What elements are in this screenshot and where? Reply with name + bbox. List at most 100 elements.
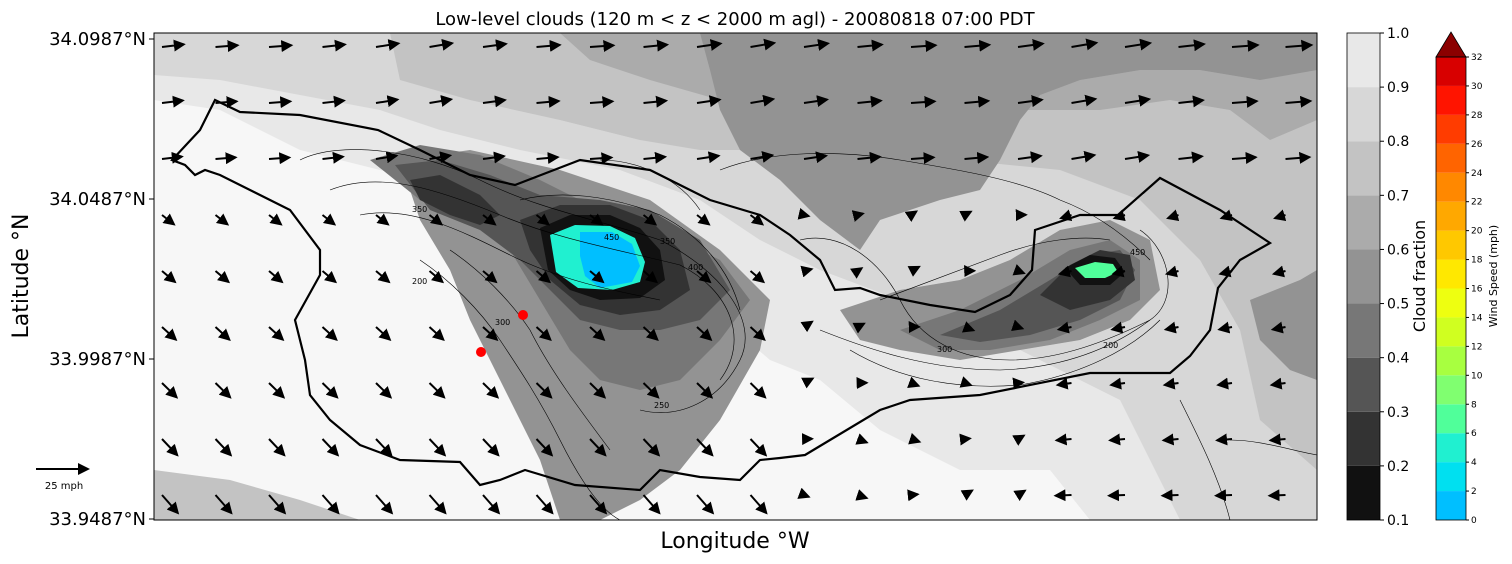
wind-arrow bbox=[428, 382, 446, 399]
wind-arrow bbox=[749, 326, 766, 341]
wind-speed-tick-label: 22 bbox=[1471, 198, 1482, 208]
wind-arrow bbox=[161, 494, 180, 515]
wind-arrow bbox=[1017, 151, 1043, 164]
wind-arrow bbox=[1012, 377, 1026, 390]
wind-arrow bbox=[643, 95, 669, 108]
wind-arrow bbox=[1056, 321, 1072, 334]
wind-arrow bbox=[1071, 150, 1097, 163]
wind-arrow bbox=[1124, 150, 1151, 163]
wind-arrow bbox=[589, 382, 607, 399]
wind-arrow bbox=[214, 213, 230, 226]
cloud-fraction-swatch bbox=[1347, 87, 1380, 142]
wind-arrow bbox=[749, 494, 768, 515]
wind-arrow bbox=[428, 438, 447, 457]
contour-label: 450 bbox=[1130, 248, 1145, 257]
wind-speed-swatch bbox=[1436, 259, 1466, 289]
wind-arrow bbox=[696, 494, 715, 515]
wind-arrow bbox=[749, 382, 767, 399]
wind-speed-tick-label: 8 bbox=[1471, 400, 1477, 410]
wind-speed-tick-label: 30 bbox=[1471, 82, 1483, 92]
map-frame bbox=[153, 32, 1318, 521]
wind-arrow bbox=[375, 494, 394, 515]
wind-arrow bbox=[214, 326, 231, 341]
wind-speed-extend-triangle bbox=[1435, 31, 1467, 58]
wind-arrow bbox=[803, 95, 830, 107]
wind-arrow bbox=[535, 382, 553, 399]
wind-arrow bbox=[1219, 209, 1233, 222]
wind-arrow bbox=[1013, 489, 1027, 502]
wind-arrow bbox=[907, 489, 920, 502]
wind-arrow bbox=[1214, 489, 1233, 502]
contour-line bbox=[329, 181, 735, 381]
wind-arrow bbox=[482, 382, 500, 399]
cloud-fill-0.5 bbox=[700, 33, 1317, 250]
wind-speed-swatch bbox=[1436, 288, 1466, 318]
wind-arrow bbox=[535, 326, 552, 341]
wind-speed-swatch bbox=[1436, 143, 1466, 173]
contour-label: 450 bbox=[604, 233, 619, 242]
wind-arrow bbox=[800, 265, 814, 278]
wind-speed-swatch bbox=[1436, 491, 1466, 520]
wind-arrow bbox=[482, 213, 497, 226]
wind-arrow bbox=[1111, 265, 1126, 278]
wind-arrow bbox=[1055, 377, 1072, 390]
map-plot-area: 450 350 400 350 200 300 250 300 200 450 bbox=[154, 33, 1317, 520]
contour-line bbox=[819, 319, 1151, 371]
cloud-fraction-swatch bbox=[1347, 195, 1380, 250]
wind-arrow bbox=[589, 40, 616, 53]
wind-arrow bbox=[161, 151, 184, 164]
contour-label: 300 bbox=[937, 345, 952, 354]
wind-arrow bbox=[910, 39, 938, 52]
wind-arrow bbox=[214, 438, 233, 457]
wind-arrow bbox=[482, 270, 498, 284]
wind-arrow bbox=[321, 326, 338, 341]
wind-arrow bbox=[428, 326, 445, 341]
wind-arrow bbox=[1160, 489, 1179, 502]
wind-speed-tick-label: 32 bbox=[1471, 53, 1482, 63]
wind-arrow bbox=[482, 95, 507, 108]
wind-arrow bbox=[214, 494, 233, 515]
contour-line bbox=[299, 149, 746, 413]
wind-arrow bbox=[589, 326, 606, 341]
wind-arrow bbox=[161, 95, 185, 108]
wind-arrow bbox=[1217, 321, 1233, 334]
contour-label: 250 bbox=[654, 401, 669, 410]
y-axis: 34.0987°N 34.0487°N 33.9987°N 33.9487°N bbox=[49, 29, 154, 530]
wind-arrow bbox=[268, 40, 294, 53]
wind-arrow bbox=[536, 39, 562, 52]
wind-arrow bbox=[215, 40, 240, 53]
wind-arrow bbox=[375, 326, 392, 341]
wind-arrow bbox=[1124, 38, 1153, 51]
wind-arrow bbox=[428, 270, 445, 284]
cloud-fraction-tick-label: 0.3 bbox=[1387, 405, 1409, 421]
y-tick-label: 33.9987°N bbox=[49, 349, 146, 370]
wind-arrow bbox=[803, 151, 829, 164]
wind-arrow bbox=[964, 39, 992, 52]
wind-arrow bbox=[750, 151, 775, 163]
wind-arrow bbox=[1273, 209, 1287, 222]
wind-arrow bbox=[959, 433, 972, 446]
wind-arrow bbox=[215, 96, 239, 109]
contour-line bbox=[419, 259, 621, 520]
wind-arrow bbox=[964, 151, 990, 164]
wind-speed-tick-label: 20 bbox=[1471, 227, 1483, 237]
y-tick-label: 33.9487°N bbox=[49, 509, 146, 530]
wind-arrow bbox=[375, 39, 401, 51]
wind-arrow bbox=[959, 210, 973, 222]
cloud-fraction-swatch bbox=[1347, 465, 1380, 520]
wind-arrow bbox=[696, 39, 723, 51]
x-axis-label: Longitude °W bbox=[660, 529, 809, 554]
chart-title: Low-level clouds (120 m < z < 2000 m agl… bbox=[435, 9, 1035, 30]
wind-speed-swatch bbox=[1436, 346, 1466, 376]
wind-arrow bbox=[1267, 489, 1286, 502]
wind-arrow bbox=[910, 152, 936, 165]
contour-label: 300 bbox=[495, 318, 510, 327]
contour-line bbox=[879, 237, 1111, 301]
wind-arrow bbox=[321, 270, 338, 284]
wind-arrow bbox=[1270, 321, 1286, 334]
wind-speed-swatch bbox=[1436, 230, 1466, 260]
cloud-fraction-tick-label: 0.5 bbox=[1387, 297, 1409, 313]
cloud-fraction-tick-label: 0.4 bbox=[1387, 351, 1409, 367]
cloud-fraction-tick-label: 0.2 bbox=[1387, 459, 1409, 475]
